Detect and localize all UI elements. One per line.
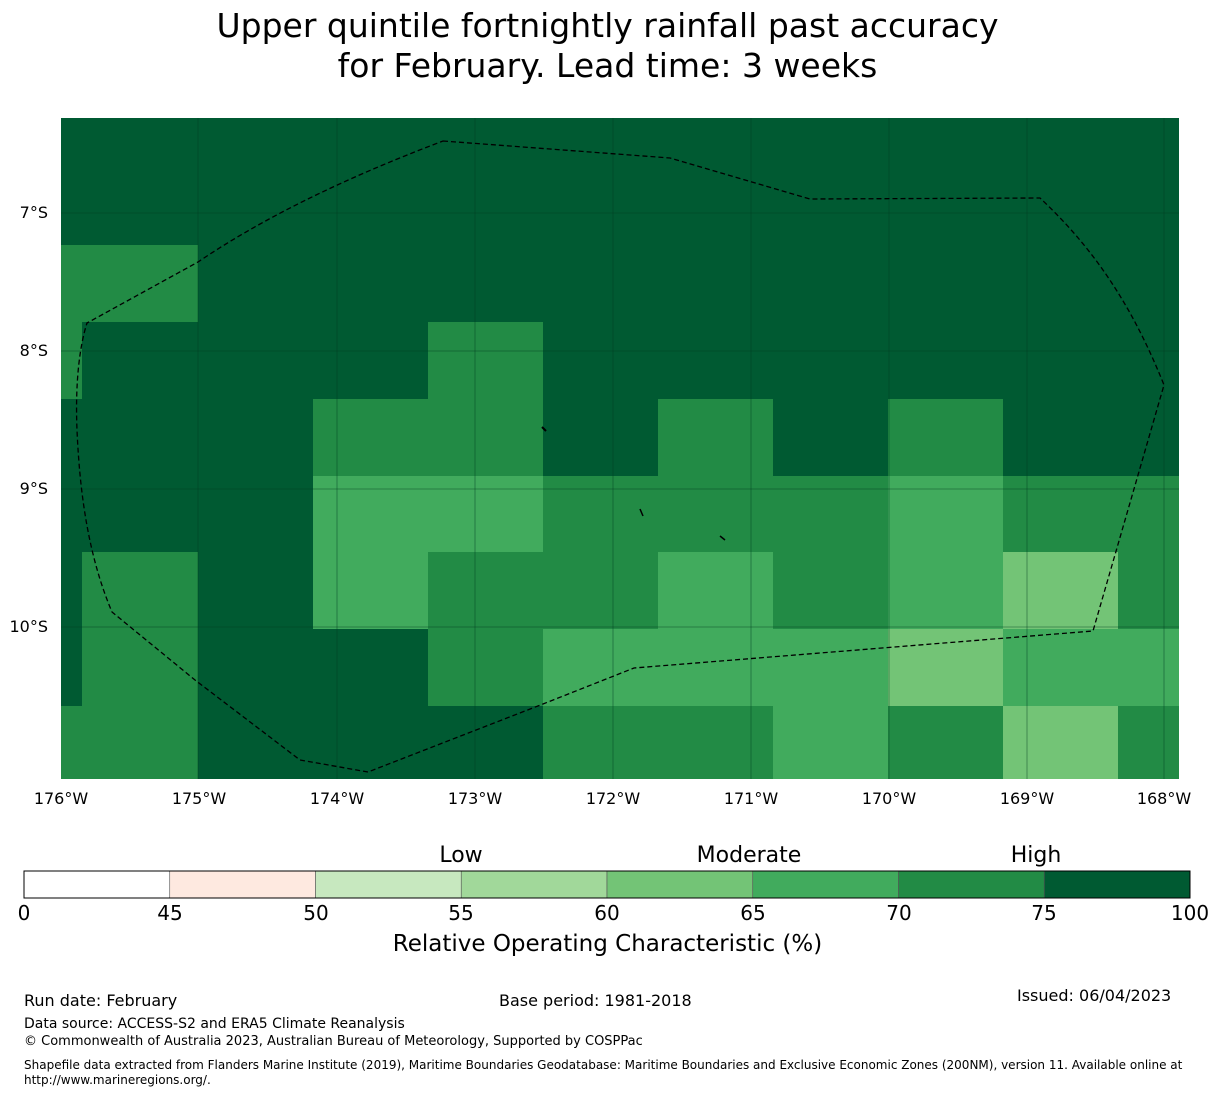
accuracy-cell: [888, 476, 1003, 552]
lon-label-176w: 176°W: [33, 789, 89, 808]
accuracy-cell: [1003, 629, 1179, 706]
lon-label-171w: 171°W: [723, 789, 779, 808]
lat-label-7s: 7°S: [19, 203, 48, 222]
lon-label-173w: 173°W: [447, 789, 503, 808]
accuracy-cell: [888, 706, 1003, 779]
island-shape: [639, 508, 644, 517]
data-source: Data source: ACCESS-S2 and ERA5 Climate …: [24, 1016, 405, 1032]
lon-label-174w: 174°W: [309, 789, 365, 808]
accuracy-cell: [1003, 706, 1118, 779]
lon-label-169w: 169°W: [999, 789, 1055, 808]
lon-label-175w: 175°W: [171, 789, 227, 808]
lon-label-168w: 168°W: [1136, 789, 1192, 808]
accuracy-cell: [313, 399, 543, 476]
colorbar-category-high: High: [1010, 843, 1062, 868]
island-shape: [541, 426, 547, 432]
colorbar-tick: 50: [303, 901, 329, 925]
lat-label-10s: 10°S: [9, 617, 48, 636]
colorbar-frame: [23, 870, 1191, 899]
title-line-2: for February. Lead time: 3 weeks: [337, 46, 878, 85]
accuracy-cell: [543, 476, 888, 552]
accuracy-cell: [82, 552, 198, 629]
accuracy-cell: [888, 399, 1003, 476]
accuracy-cell: [773, 706, 888, 779]
colorbar-label: Relative Operating Characteristic (%): [392, 931, 823, 957]
accuracy-cell: [658, 399, 773, 476]
accuracy-cell: [1003, 476, 1179, 552]
colorbar-tick: 0: [17, 901, 31, 925]
accuracy-cell: [428, 322, 543, 399]
graticule: [61, 118, 1179, 779]
accuracy-cell: [313, 552, 428, 629]
colorbar-tick: 45: [157, 901, 183, 925]
colorbar-tick: 55: [448, 901, 474, 925]
base-period: Base period: 1981-2018: [499, 991, 692, 1010]
colorbar-tick: 100: [1170, 901, 1210, 925]
copyright-note: © Commonwealth of Australia 2023, Austra…: [24, 1034, 643, 1049]
accuracy-cell: [888, 552, 1003, 629]
colorbar-category-low: Low: [439, 843, 483, 868]
accuracy-cell: [773, 552, 888, 629]
lon-label-170w: 170°W: [861, 789, 917, 808]
island-shape: [719, 535, 726, 541]
accuracy-cell: [428, 552, 658, 629]
colorbar-category-moderate: Moderate: [696, 843, 802, 868]
run-date: Run date: February: [24, 991, 178, 1010]
colorbar-segment: [752, 870, 899, 899]
colorbar-tick: 70: [886, 901, 912, 925]
accuracy-cell: [82, 629, 198, 706]
colorbar-segment: [1043, 870, 1191, 899]
lon-label-172w: 172°W: [585, 789, 641, 808]
colorbar-tick: 60: [594, 901, 620, 925]
eez-boundary: [75, 140, 1165, 773]
accuracy-cell: [543, 629, 888, 706]
accuracy-cell: [61, 322, 82, 399]
accuracy-cell: [61, 706, 198, 779]
accuracy-cell: [1118, 552, 1179, 629]
accuracy-cell: [888, 629, 1003, 706]
colorbar-segment: [606, 870, 754, 899]
colorbar-tick: 75: [1031, 901, 1057, 925]
colorbar-segment: [315, 870, 462, 899]
lat-label-9s: 9°S: [19, 479, 48, 498]
accuracy-cell: [61, 245, 198, 322]
title-line-1: Upper quintile fortnightly rainfall past…: [216, 6, 999, 45]
accuracy-cell: [313, 476, 543, 552]
accuracy-cell: [658, 552, 773, 629]
issued-date: Issued: 06/04/2023: [1017, 986, 1172, 1005]
colorbar: [23, 870, 1191, 899]
accuracy-cell: [1118, 706, 1179, 779]
accuracy-cell: [543, 706, 773, 779]
colorbar-segment: [23, 870, 171, 899]
chart-title: Upper quintile fortnightly rainfall past…: [0, 6, 1215, 86]
shapefile-note: Shapefile data extracted from Flanders M…: [24, 1058, 1183, 1087]
colorbar-segment: [460, 870, 608, 899]
colorbar-tick: 65: [740, 901, 766, 925]
colorbar-segment: [169, 870, 316, 899]
accuracy-cell: [428, 629, 543, 706]
lat-label-8s: 8°S: [19, 341, 48, 360]
colorbar-segment: [898, 870, 1045, 899]
accuracy-cell: [1003, 552, 1118, 629]
